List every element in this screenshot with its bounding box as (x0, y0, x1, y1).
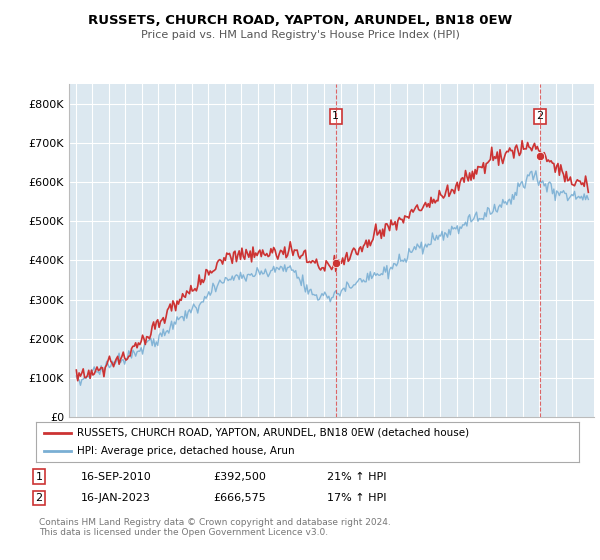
Text: Price paid vs. HM Land Registry's House Price Index (HPI): Price paid vs. HM Land Registry's House … (140, 30, 460, 40)
Text: 16-SEP-2010: 16-SEP-2010 (81, 472, 152, 482)
Text: 1: 1 (35, 472, 43, 482)
Text: 2: 2 (35, 493, 43, 503)
Text: 16-JAN-2023: 16-JAN-2023 (81, 493, 151, 503)
Text: 21% ↑ HPI: 21% ↑ HPI (327, 472, 386, 482)
Text: Contains HM Land Registry data © Crown copyright and database right 2024.
This d: Contains HM Land Registry data © Crown c… (39, 518, 391, 538)
Text: 2: 2 (536, 111, 544, 122)
Text: RUSSETS, CHURCH ROAD, YAPTON, ARUNDEL, BN18 0EW (detached house): RUSSETS, CHURCH ROAD, YAPTON, ARUNDEL, B… (77, 428, 469, 437)
Text: £392,500: £392,500 (213, 472, 266, 482)
Text: HPI: Average price, detached house, Arun: HPI: Average price, detached house, Arun (77, 446, 295, 456)
Text: RUSSETS, CHURCH ROAD, YAPTON, ARUNDEL, BN18 0EW: RUSSETS, CHURCH ROAD, YAPTON, ARUNDEL, B… (88, 14, 512, 27)
Text: 1: 1 (332, 111, 339, 122)
Text: £666,575: £666,575 (213, 493, 266, 503)
Text: 17% ↑ HPI: 17% ↑ HPI (327, 493, 386, 503)
